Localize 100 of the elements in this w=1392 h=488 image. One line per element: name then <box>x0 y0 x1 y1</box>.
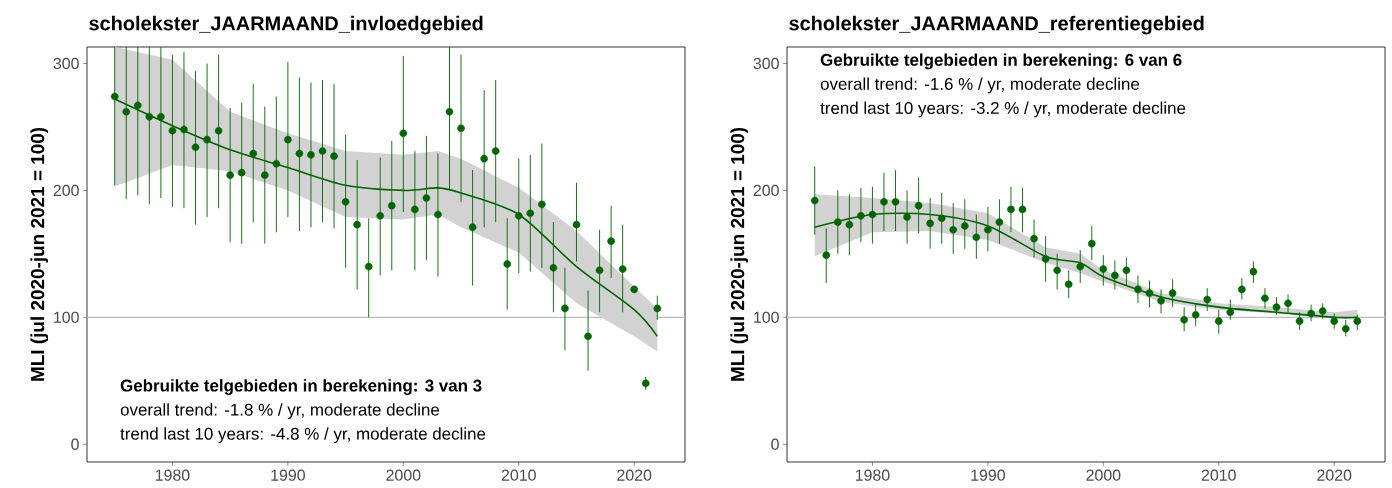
point <box>526 209 535 218</box>
x-tick-label: 2010 <box>1201 469 1236 481</box>
point <box>445 107 454 116</box>
point <box>1122 266 1131 275</box>
point <box>168 126 177 135</box>
point <box>1318 307 1327 315</box>
point <box>995 218 1004 226</box>
annotation: Gebruikte telgebieden in berekening: 3 van 3 <box>120 379 482 395</box>
point <box>653 304 662 313</box>
point <box>145 113 154 121</box>
point <box>1284 299 1292 308</box>
x-tick-label: 1990 <box>271 469 305 481</box>
point <box>503 260 512 268</box>
point <box>1353 317 1362 325</box>
point <box>364 262 373 271</box>
y-tick-label: 300 <box>53 57 79 70</box>
point <box>1249 267 1258 276</box>
point <box>1238 285 1246 294</box>
point <box>1076 262 1085 271</box>
point <box>972 233 981 242</box>
chart-title: scholekster_JAARMAAND_referentiegebied <box>789 15 1204 35</box>
point <box>868 210 877 219</box>
point <box>284 135 292 144</box>
y-tick-label: 100 <box>54 311 79 323</box>
point <box>122 107 131 116</box>
point <box>1341 324 1350 333</box>
point <box>572 220 581 229</box>
y-axis-title: MLI (jul 2020-jun 2021 = 100) <box>30 127 49 381</box>
x-tick-label: 1990 <box>971 469 1005 481</box>
point <box>1030 234 1038 243</box>
point <box>891 198 900 206</box>
point <box>641 379 650 388</box>
point <box>249 149 258 158</box>
point <box>1226 308 1235 317</box>
point <box>180 125 188 134</box>
point <box>1180 316 1188 324</box>
point <box>1272 303 1281 311</box>
point <box>1203 295 1212 304</box>
point <box>618 265 627 273</box>
point <box>514 212 523 220</box>
point <box>1145 289 1154 297</box>
point <box>330 152 338 160</box>
point <box>1168 289 1177 297</box>
point <box>984 225 992 234</box>
point <box>1307 309 1315 318</box>
point <box>387 201 396 210</box>
x-tick-label: 1980 <box>155 469 190 481</box>
point <box>272 159 281 168</box>
point <box>561 304 569 313</box>
annotation: Gebruikte telgebieden in berekening: 6 van 6 <box>820 53 1182 70</box>
x-tick-label: 2020 <box>1317 469 1352 481</box>
point <box>903 213 911 221</box>
annotation: overall trend: -1.8 % / yr, moderate decline <box>120 403 440 420</box>
y-tick-label: 0 <box>771 438 779 450</box>
point <box>1053 266 1061 275</box>
chart-title: scholekster_JAARMAAND_invloedgebied <box>89 15 483 35</box>
point <box>318 147 327 155</box>
x-tick-label: 2020 <box>617 469 652 481</box>
point <box>584 332 592 341</box>
point <box>157 113 165 121</box>
y-tick-label: 200 <box>753 184 779 197</box>
point <box>353 220 361 229</box>
point <box>411 205 419 214</box>
point <box>376 212 385 220</box>
point <box>237 168 246 177</box>
annotation: overall trend: -1.6 % / yr, moderate decline <box>820 77 1140 94</box>
point <box>834 218 842 226</box>
point <box>110 92 119 101</box>
point <box>1007 205 1015 214</box>
y-tick-label: 100 <box>754 311 779 323</box>
point <box>810 196 819 205</box>
x-tick-label: 2000 <box>1086 469 1121 481</box>
point <box>480 154 488 163</box>
point <box>1041 255 1050 263</box>
point <box>457 124 465 132</box>
point <box>422 194 431 202</box>
point <box>191 143 200 152</box>
y-tick-label: 200 <box>53 184 79 197</box>
x-tick-label: 1980 <box>855 469 890 481</box>
point <box>1261 294 1269 303</box>
y-tick-label: 0 <box>71 438 79 450</box>
point <box>341 198 350 206</box>
annotation: trend last 10 years: -4.8 % / yr, moderate decline <box>120 427 486 444</box>
point <box>1064 280 1073 289</box>
y-axis-title: MLI (jul 2020-jun 2021 = 100) <box>730 127 749 381</box>
point <box>1134 285 1142 294</box>
point <box>434 210 442 219</box>
point <box>295 149 304 158</box>
x-tick-label: 2000 <box>386 469 421 481</box>
point <box>549 264 558 272</box>
point <box>1088 239 1096 248</box>
annotation: trend last 10 years: -3.2 % / yr, moderate decline <box>820 101 1186 118</box>
point <box>937 214 946 223</box>
point <box>1191 311 1200 319</box>
point <box>857 212 865 220</box>
point <box>538 200 546 209</box>
point <box>1214 317 1223 325</box>
y-tick-label: 300 <box>753 57 779 70</box>
point <box>595 266 604 275</box>
point <box>1330 317 1339 325</box>
